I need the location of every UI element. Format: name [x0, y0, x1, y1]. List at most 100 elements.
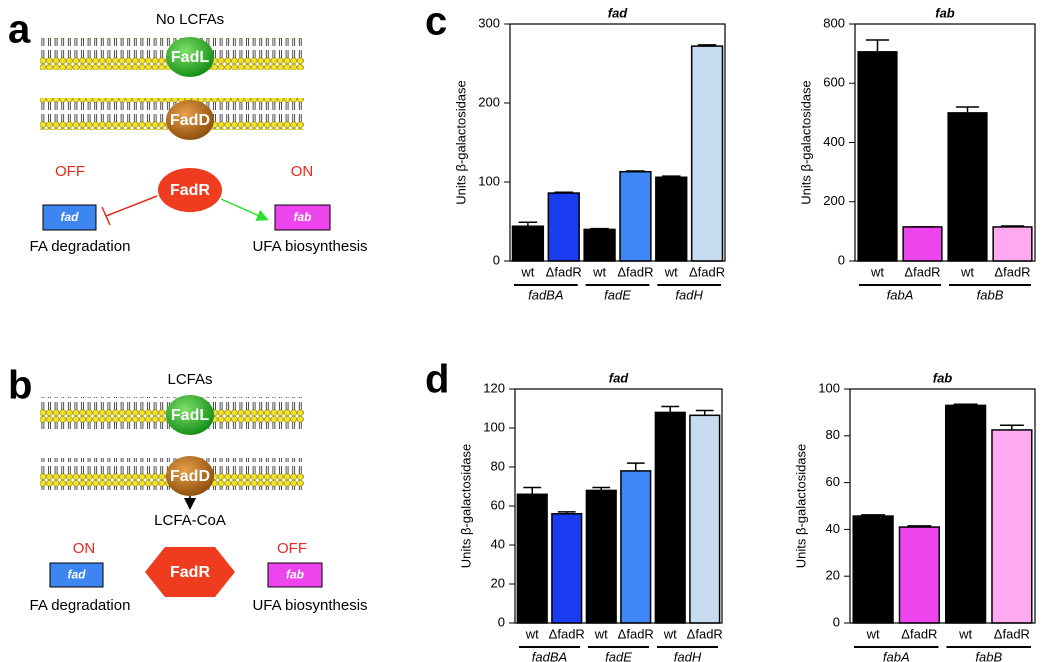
protein-label: FadL — [171, 49, 209, 66]
protein-label: FadD — [170, 112, 210, 129]
y-tick-label: 40 — [826, 521, 840, 536]
chart-title: fab — [933, 370, 953, 385]
fadd-protein — [166, 100, 214, 140]
activation — [220, 198, 269, 221]
bar — [655, 176, 688, 262]
process: FA degradation — [30, 597, 131, 614]
group-label: fadBA — [532, 649, 567, 662]
x-tick-label: wt — [520, 264, 534, 279]
state: OFF — [277, 540, 307, 557]
x-tick-label: ΔfadR — [546, 264, 582, 279]
y-axis-label: Units β-galactosidase — [453, 80, 468, 205]
gene-box — [49, 562, 104, 588]
x-tick-label: ΔfadR — [617, 264, 653, 279]
y-tick-label: 120 — [483, 380, 505, 395]
chart-title: fad — [608, 5, 629, 20]
group-label: fabA — [887, 287, 914, 302]
y-tick-label: 80 — [491, 458, 505, 473]
x-tick-label: wt — [592, 264, 606, 279]
bar — [991, 429, 1033, 624]
y-tick-label: 100 — [483, 419, 505, 434]
y-tick-label: 0 — [493, 252, 500, 267]
bar — [689, 414, 721, 624]
diagram-a: No LCFAs FadL FadD FadR OFF ON fad fab F… — [30, 11, 368, 255]
x-tick-label: wt — [960, 264, 974, 279]
group-label: fabB — [975, 649, 1002, 662]
gene-label: fab — [294, 210, 312, 224]
plot-frame — [854, 23, 1036, 262]
gene-box — [267, 562, 323, 588]
bar — [585, 489, 617, 624]
y-tick-label: 0 — [838, 252, 845, 267]
x-tick-label: ΔfadR — [549, 626, 585, 641]
y-tick-label: 20 — [826, 568, 840, 583]
bar — [551, 513, 583, 624]
process: FA degradation — [30, 238, 131, 255]
panel-label: a — [8, 8, 31, 52]
group-label: fabA — [883, 649, 910, 662]
x-tick-label: wt — [525, 626, 539, 641]
group-label: fadH — [675, 287, 703, 302]
x-tick-label: ΔfadR — [994, 626, 1030, 641]
x-tick-label: wt — [958, 626, 972, 641]
bar — [619, 170, 652, 262]
group-label: fadBA — [528, 287, 563, 302]
y-tick-label: 400 — [823, 134, 845, 149]
x-tick-label: ΔfadR — [904, 264, 940, 279]
fadr-protein — [158, 168, 222, 212]
protein-label: FadD — [170, 468, 210, 485]
fadd-protein — [166, 456, 214, 496]
y-tick-label: 80 — [826, 427, 840, 442]
x-tick-label: ΔfadR — [687, 626, 723, 641]
panel-labels: a b c d — [8, 0, 449, 408]
group-label: fadE — [604, 287, 631, 302]
y-tick-label: 800 — [823, 15, 845, 30]
bar — [947, 112, 988, 262]
y-tick-label: 300 — [478, 15, 500, 30]
x-tick-label: wt — [664, 264, 678, 279]
product: LCFA-CoA — [154, 512, 226, 529]
group-label: fadE — [605, 649, 632, 662]
diagram-b: LCFAs FadL FadD LCFA-CoA FadR ON OFF fad… — [30, 371, 368, 614]
bar — [992, 226, 1033, 262]
x-tick-label: ΔfadR — [689, 264, 725, 279]
plot-frame — [509, 23, 726, 262]
bar — [944, 404, 987, 624]
x-tick-label: wt — [594, 626, 608, 641]
gene-box — [42, 204, 97, 231]
panel-label: d — [425, 358, 449, 402]
fadr-complex — [145, 547, 235, 597]
y-tick-label: 200 — [478, 94, 500, 109]
y-tick-label: 20 — [491, 575, 505, 590]
y-axis-label: Units β-galactosidase — [793, 444, 808, 569]
y-tick-label: 100 — [818, 380, 840, 395]
condition: LCFAs — [167, 371, 212, 388]
fadl-protein — [166, 37, 214, 77]
condition: No LCFAs — [156, 11, 224, 28]
gene-box — [274, 204, 331, 231]
state: ON — [291, 163, 314, 180]
fadl-protein — [166, 395, 214, 435]
x-tick-label: ΔfadR — [994, 264, 1030, 279]
bar — [620, 470, 652, 624]
bar — [511, 225, 545, 262]
inhibition-bar — [101, 206, 111, 226]
bar — [857, 51, 898, 262]
y-axis-label: Units β-galactosidase — [798, 80, 813, 205]
bar — [547, 192, 580, 262]
y-tick-label: 100 — [478, 173, 500, 188]
x-tick-label: wt — [663, 626, 677, 641]
group-label: fadH — [674, 649, 702, 662]
gene-label: fab — [286, 568, 304, 582]
bar — [902, 226, 943, 262]
process: UFA biosynthesis — [252, 597, 367, 614]
chart-title: fab — [935, 5, 955, 20]
y-axis-label: Units β-galactosidase — [458, 444, 473, 569]
y-tick-label: 600 — [823, 75, 845, 90]
x-tick-label: ΔfadR — [901, 626, 937, 641]
protein-label: FadR — [170, 564, 210, 581]
plot-frame — [849, 388, 1036, 624]
state: ON — [73, 540, 96, 557]
x-tick-label: wt — [866, 626, 880, 641]
